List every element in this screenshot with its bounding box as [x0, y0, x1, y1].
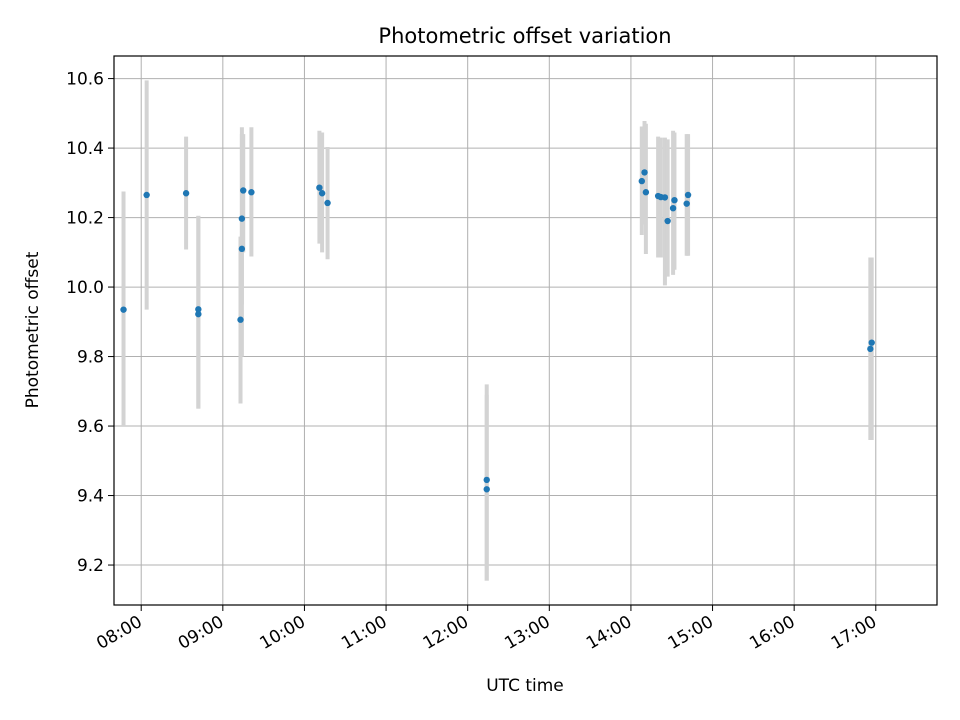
x-tick-label: 11:00	[338, 612, 390, 654]
data-point	[671, 196, 678, 204]
y-tick-label: 10.4	[66, 139, 104, 159]
x-tick-label: 13:00	[501, 612, 553, 654]
data-point	[238, 245, 246, 253]
data-point	[483, 476, 490, 484]
data-point	[483, 486, 490, 493]
x-tick-label: 09:00	[175, 612, 227, 654]
data-point	[867, 345, 874, 353]
data-point	[664, 217, 671, 225]
data-point	[316, 184, 323, 191]
data-point	[248, 189, 255, 196]
data-point	[683, 200, 690, 207]
data-point	[238, 215, 246, 222]
error-bars	[121, 80, 874, 581]
data-point	[684, 191, 692, 199]
data-point	[120, 306, 127, 313]
y-axis-title: Photometric offset	[23, 251, 43, 408]
x-tick-label: 14:00	[583, 612, 635, 654]
tick-labels: 08:00 09:00 10:00 11:00 12:00 13:00 14:00 15:00…	[66, 70, 880, 654]
x-axis-title: UTC time	[486, 676, 564, 696]
data-point	[638, 177, 646, 185]
plot-frame	[113, 55, 938, 606]
data-point	[195, 310, 202, 318]
data-point	[143, 191, 150, 199]
x-tick-label: 10:00	[257, 612, 309, 654]
axis-ticks	[108, 78, 877, 611]
y-tick-label: 9.4	[77, 487, 104, 507]
y-tick-label: 10.6	[66, 70, 104, 90]
data-point	[642, 189, 650, 196]
data-point	[661, 194, 669, 201]
chart-title: Photometric offset variation	[378, 24, 671, 48]
x-tick-label: 17:00	[828, 612, 880, 654]
x-tick-label: 12:00	[420, 612, 472, 654]
data-point	[195, 306, 202, 313]
y-tick-label: 10.2	[66, 209, 104, 229]
data-point	[669, 204, 677, 212]
data-point	[641, 169, 648, 176]
data-points	[120, 169, 875, 493]
data-point	[237, 316, 244, 323]
data-point	[182, 190, 190, 197]
data-point	[868, 339, 875, 346]
x-tick-label: 08:00	[93, 612, 145, 654]
data-point	[240, 187, 247, 194]
data-point	[324, 199, 331, 207]
data-point	[318, 190, 326, 197]
y-tick-label: 10.0	[66, 278, 104, 298]
x-tick-label: 15:00	[665, 612, 717, 654]
y-tick-label: 9.6	[77, 417, 104, 437]
x-tick-label: 16:00	[746, 612, 798, 654]
y-tick-label: 9.8	[77, 348, 104, 368]
y-tick-label: 9.2	[77, 556, 104, 576]
grid-lines	[114, 56, 937, 605]
